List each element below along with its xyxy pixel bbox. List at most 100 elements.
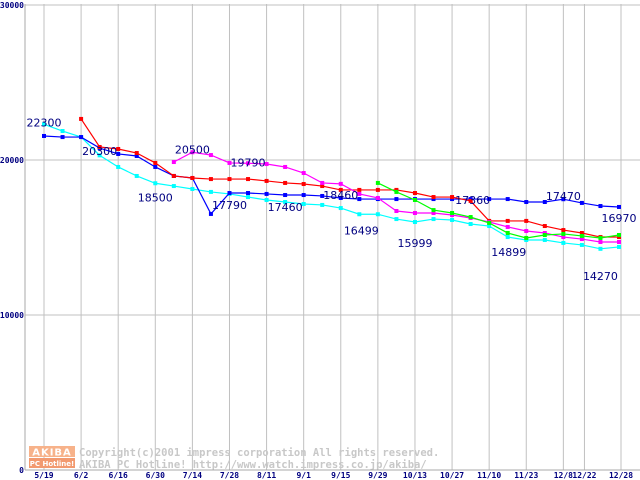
x-tick-label: 10/13	[403, 471, 427, 480]
data-point-blue	[542, 200, 547, 205]
data-point-blue	[134, 153, 139, 158]
data-point-red	[171, 173, 176, 178]
data-point-green	[561, 231, 566, 236]
data-point-magenta	[357, 191, 362, 196]
data-point-magenta	[431, 211, 436, 216]
series-line-cyan	[43, 123, 620, 250]
data-point-magenta	[301, 171, 306, 176]
data-point-red	[153, 160, 158, 165]
data-point-red	[283, 180, 288, 185]
y-tick-label: 30000	[0, 1, 24, 10]
data-point-blue	[357, 197, 362, 202]
data-point-cyan	[171, 184, 176, 189]
data-point-blue	[524, 200, 529, 205]
data-point-blue	[598, 204, 603, 209]
annotation-label: 20500	[175, 143, 210, 156]
data-point-red	[542, 224, 547, 229]
x-tick-label: 8/11	[257, 471, 276, 480]
data-point-magenta	[246, 161, 251, 166]
x-tick-label: 12/22	[572, 471, 596, 480]
data-point-cyan	[246, 195, 251, 200]
data-point-cyan	[487, 224, 492, 229]
data-point-magenta	[450, 213, 455, 218]
data-point-magenta	[617, 239, 621, 244]
data-point-magenta	[283, 164, 288, 169]
annotation-label: 18460	[323, 189, 358, 202]
data-point-magenta	[542, 231, 547, 236]
data-point-red	[617, 235, 621, 240]
data-point-magenta	[561, 235, 566, 240]
data-point-blue	[487, 197, 492, 202]
data-point-cyan	[301, 202, 306, 207]
data-point-red	[412, 191, 417, 196]
annotation-label: 17470	[546, 190, 581, 203]
data-point-blue	[246, 191, 251, 196]
data-point-red	[579, 231, 584, 236]
data-point-cyan	[450, 217, 455, 222]
watermark: AKIBA PC Hotline! Copyright(c)2001 impre…	[29, 446, 439, 471]
data-point-red	[375, 187, 380, 192]
series-line-green	[377, 182, 620, 239]
annotation-label: 16970	[602, 212, 637, 225]
copyright-line: Copyright(c)2001 impress corporation All…	[79, 447, 439, 459]
x-tick-label: 9/29	[368, 471, 387, 480]
data-point-magenta	[598, 239, 603, 244]
annotation-label: 17360	[455, 194, 490, 207]
data-point-green	[542, 233, 547, 238]
data-point-cyan	[357, 212, 362, 217]
data-point-cyan	[134, 173, 139, 178]
x-tick-label: 12/28	[609, 471, 633, 480]
data-point-cyan	[579, 242, 584, 247]
data-point-cyan	[153, 181, 158, 186]
x-tick-label: 6/16	[109, 471, 128, 480]
data-point-magenta	[524, 228, 529, 233]
x-tick-label: 10/27	[440, 471, 464, 480]
data-point-magenta	[505, 224, 510, 229]
series-cyan	[42, 122, 621, 251]
data-point-blue	[431, 197, 436, 202]
data-point-red	[505, 218, 510, 223]
data-point-cyan	[375, 212, 380, 217]
data-point-blue	[79, 135, 84, 140]
data-point-blue	[208, 211, 213, 216]
data-point-cyan	[116, 164, 121, 169]
y-tick-label: 20000	[0, 156, 24, 165]
annotation-label: 16499	[344, 224, 379, 237]
data-point-cyan	[320, 202, 325, 207]
data-point-red	[357, 187, 362, 192]
data-point-magenta	[190, 150, 195, 155]
annotations: 22300 20300 18500 20500 17790 19790 17460 18460…	[27, 116, 637, 282]
data-point-red	[264, 178, 269, 183]
logo-top-box	[29, 446, 75, 457]
x-tick-label: 5/19	[34, 471, 53, 480]
data-point-cyan	[542, 237, 547, 242]
data-point-red	[301, 182, 306, 187]
site-url-line: AKIBA PC Hotline! http://www.watch.impre…	[79, 459, 427, 471]
data-point-blue	[579, 200, 584, 205]
data-point-magenta	[208, 153, 213, 158]
data-point-red	[79, 116, 84, 121]
y-tick-label: 0	[19, 466, 24, 475]
series-magenta	[171, 150, 621, 244]
data-point-cyan	[524, 237, 529, 242]
data-point-magenta	[394, 208, 399, 213]
annotation-label: 22300	[27, 116, 62, 129]
data-point-magenta	[227, 160, 232, 165]
data-point-red	[227, 177, 232, 182]
data-point-blue	[561, 197, 566, 202]
data-point-cyan	[394, 217, 399, 222]
logo-bottom-box	[29, 458, 75, 468]
data-point-cyan	[60, 129, 65, 134]
annotation-label: 17790	[212, 199, 247, 212]
data-point-cyan	[283, 200, 288, 205]
data-point-magenta	[171, 160, 176, 165]
data-point-magenta	[338, 181, 343, 186]
data-point-cyan	[598, 246, 603, 251]
x-tick-label: 9/15	[331, 471, 350, 480]
data-point-green	[394, 189, 399, 194]
data-point-blue	[60, 135, 65, 140]
data-point-blue	[227, 191, 232, 196]
data-point-cyan	[190, 186, 195, 191]
data-point-cyan	[468, 222, 473, 227]
